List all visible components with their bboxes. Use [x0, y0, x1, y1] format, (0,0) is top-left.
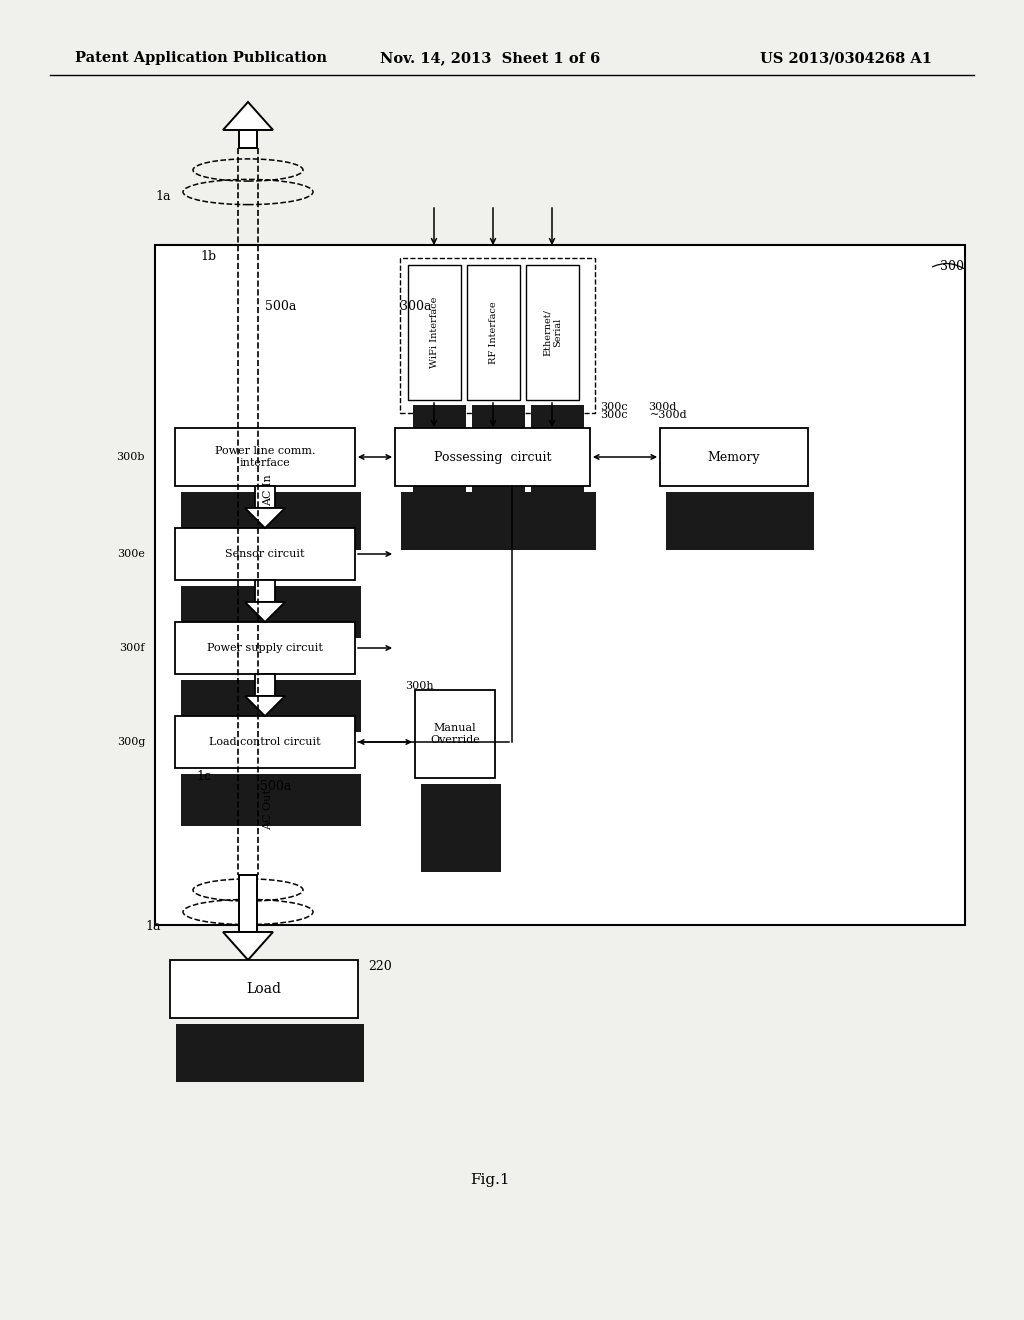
Text: Load: Load — [247, 982, 282, 997]
Text: 300g: 300g — [117, 737, 145, 747]
Bar — [660, 428, 808, 486]
Text: Sensor circuit: Sensor circuit — [225, 549, 305, 558]
Bar — [666, 492, 814, 550]
Text: 300c: 300c — [600, 403, 628, 412]
Text: Fig.1: Fig.1 — [470, 1173, 510, 1187]
Bar — [421, 784, 501, 873]
Bar — [395, 428, 590, 486]
Text: 220: 220 — [368, 960, 392, 973]
Bar — [401, 492, 596, 550]
Text: Power supply circuit: Power supply circuit — [207, 643, 323, 653]
Text: Patent Application Publication: Patent Application Publication — [75, 51, 327, 65]
Text: Load control circuit: Load control circuit — [209, 737, 321, 747]
Polygon shape — [223, 102, 273, 129]
Bar — [175, 622, 355, 675]
Text: 1c: 1c — [196, 770, 211, 783]
Text: Memory: Memory — [708, 450, 760, 463]
Bar — [255, 486, 275, 508]
Bar — [467, 265, 520, 400]
Bar — [175, 715, 355, 768]
Polygon shape — [245, 602, 285, 622]
Text: 300b: 300b — [117, 451, 145, 462]
Text: 300: 300 — [940, 260, 964, 273]
Bar — [155, 246, 965, 925]
Text: 500a: 500a — [265, 300, 296, 313]
Bar — [255, 579, 275, 602]
Bar — [176, 1024, 364, 1082]
Bar — [415, 690, 495, 777]
Text: 300a: 300a — [400, 300, 431, 313]
Bar — [170, 960, 358, 1018]
Bar — [181, 586, 361, 638]
Text: 1b: 1b — [200, 249, 216, 263]
Text: 500a: 500a — [260, 780, 292, 793]
Text: Power line comm.
interface: Power line comm. interface — [215, 446, 315, 467]
Text: Possessing  circuit: Possessing circuit — [434, 450, 551, 463]
Text: Nov. 14, 2013  Sheet 1 of 6: Nov. 14, 2013 Sheet 1 of 6 — [380, 51, 600, 65]
Text: 1a: 1a — [155, 190, 171, 203]
Text: 300f: 300f — [120, 643, 145, 653]
Bar — [239, 129, 257, 148]
Text: 300c: 300c — [600, 411, 628, 420]
Text: AC Out: AC Out — [263, 789, 273, 830]
Bar — [175, 528, 355, 579]
Bar — [255, 675, 275, 696]
Polygon shape — [245, 508, 285, 528]
Text: Ethernet/
Serial: Ethernet/ Serial — [543, 309, 562, 356]
Text: US 2013/0304268 A1: US 2013/0304268 A1 — [760, 51, 932, 65]
Bar — [181, 492, 361, 550]
Bar — [175, 428, 355, 486]
Bar — [239, 875, 257, 932]
Bar — [181, 774, 361, 826]
Text: WiFi Interface: WiFi Interface — [430, 297, 439, 368]
Polygon shape — [223, 932, 273, 960]
Bar — [531, 405, 584, 540]
Text: ~300d: ~300d — [650, 411, 688, 420]
Bar — [413, 405, 466, 540]
Text: AC In: AC In — [263, 474, 273, 506]
Bar — [526, 265, 579, 400]
Text: RF Interface: RF Interface — [489, 301, 498, 364]
Bar — [408, 265, 461, 400]
Bar — [181, 680, 361, 733]
Text: Manual
Override: Manual Override — [430, 723, 480, 744]
Bar — [472, 405, 525, 540]
Text: 300e: 300e — [117, 549, 145, 558]
Bar — [400, 257, 595, 413]
Text: 300d: 300d — [648, 403, 677, 412]
Text: 1a: 1a — [145, 920, 161, 933]
Text: 300h: 300h — [406, 681, 433, 690]
Polygon shape — [245, 696, 285, 715]
